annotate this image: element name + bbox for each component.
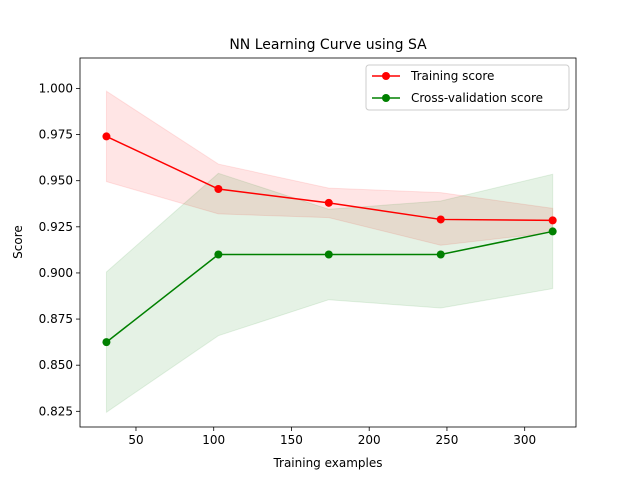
y-tick-label-0: 0.825 bbox=[39, 404, 73, 418]
point-series-0-0 bbox=[102, 132, 111, 141]
y-tick-label-6: 0.975 bbox=[39, 128, 73, 142]
y-tick-label-5: 0.950 bbox=[39, 174, 73, 188]
x-tick-label-4: 250 bbox=[435, 433, 458, 447]
x-axis-label: Training examples bbox=[272, 456, 382, 470]
x-tick-label-0: 50 bbox=[128, 433, 143, 447]
x-tick-label-3: 200 bbox=[358, 433, 381, 447]
legend: Training score Cross-validation score bbox=[365, 64, 570, 111]
chart-title: NN Learning Curve using SA bbox=[229, 37, 427, 53]
x-tick-label-1: 100 bbox=[202, 433, 225, 447]
point-series-0-3 bbox=[436, 215, 445, 224]
point-series-1-0 bbox=[102, 338, 111, 347]
x-tick-label-5: 300 bbox=[513, 433, 536, 447]
y-tick-label-3: 0.900 bbox=[39, 266, 73, 280]
y-tick-label-2: 0.875 bbox=[39, 312, 73, 326]
point-series-1-3 bbox=[436, 250, 445, 259]
y-tick-label-7: 1.000 bbox=[39, 81, 73, 95]
point-series-0-4 bbox=[548, 216, 557, 225]
plot-area bbox=[102, 90, 557, 414]
y-tick-label-1: 0.850 bbox=[39, 358, 73, 372]
point-series-1-1 bbox=[214, 250, 223, 259]
legend-marker-1 bbox=[382, 94, 390, 102]
axes-frame bbox=[79, 57, 577, 428]
axes: 50 100 150 200 250 300 0.825 0.850 0.875 0.900 0.9… bbox=[39, 57, 577, 447]
band-series-1 bbox=[105, 172, 554, 414]
legend-marker-0 bbox=[382, 72, 390, 80]
point-series-0-1 bbox=[214, 184, 223, 193]
y-tick-label-4: 0.925 bbox=[39, 220, 73, 234]
point-series-1-4 bbox=[548, 227, 557, 236]
y-axis-label: Score bbox=[11, 225, 25, 259]
point-series-1-2 bbox=[324, 250, 333, 259]
legend-label-0: Training score bbox=[410, 69, 494, 83]
legend-box bbox=[365, 64, 570, 111]
legend-label-1: Cross-validation score bbox=[411, 91, 543, 105]
point-series-0-2 bbox=[324, 198, 333, 207]
x-tick-label-2: 150 bbox=[280, 433, 303, 447]
